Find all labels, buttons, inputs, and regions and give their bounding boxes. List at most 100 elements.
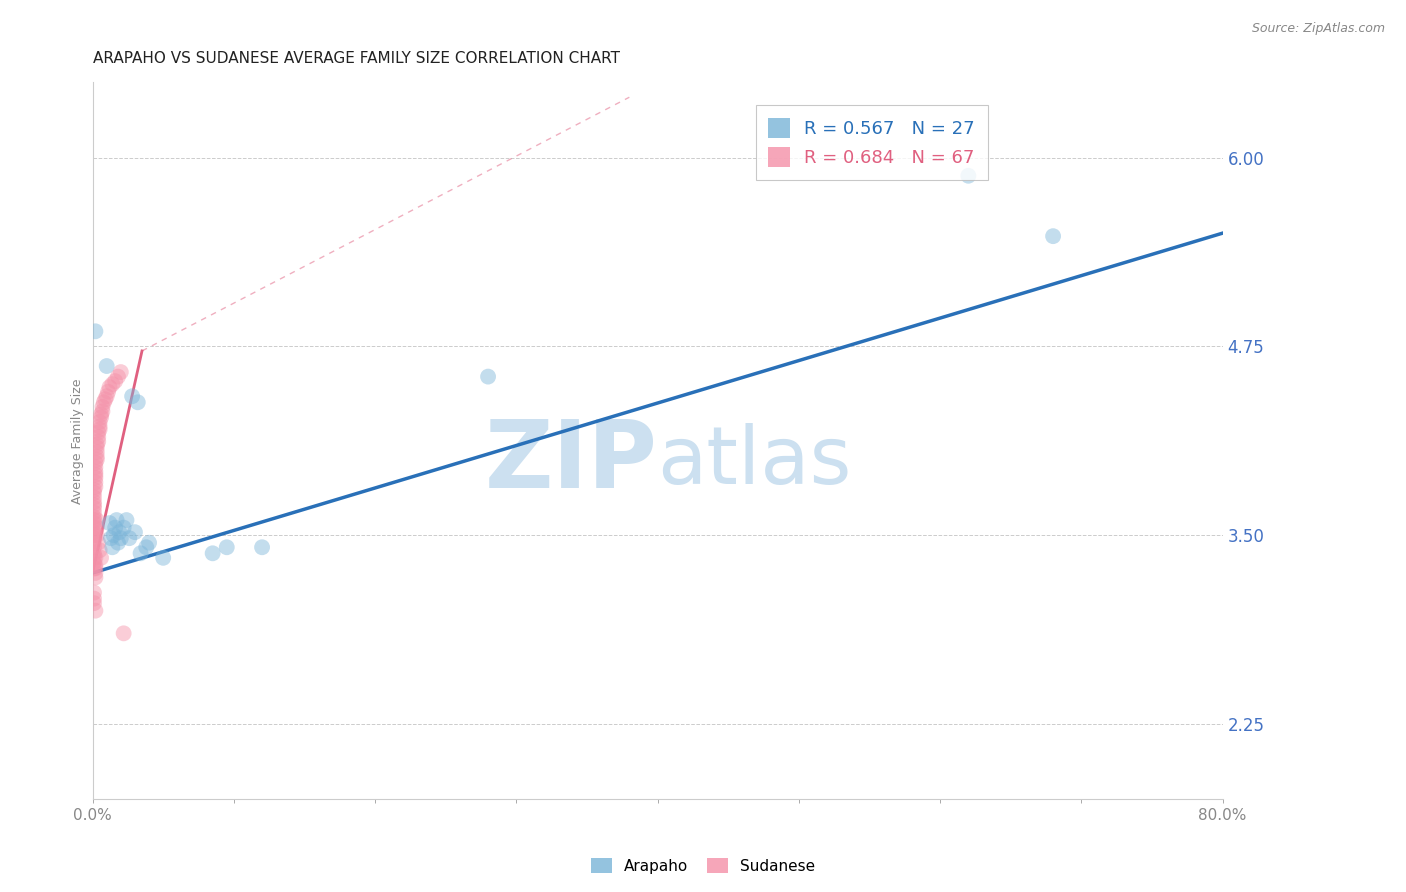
Point bbox=[124, 525, 146, 540]
Point bbox=[127, 395, 149, 409]
Point bbox=[84, 460, 107, 475]
Point bbox=[152, 550, 174, 565]
Point bbox=[83, 525, 105, 540]
Point bbox=[86, 445, 108, 459]
Point bbox=[110, 365, 132, 379]
Point bbox=[83, 541, 105, 555]
Point bbox=[112, 626, 135, 640]
Point bbox=[94, 392, 117, 407]
Point bbox=[83, 516, 105, 530]
Point bbox=[83, 521, 105, 535]
Point bbox=[83, 506, 105, 520]
Point bbox=[90, 410, 112, 425]
Point bbox=[83, 555, 105, 569]
Text: ZIP: ZIP bbox=[485, 417, 658, 508]
Point bbox=[89, 422, 111, 436]
Point bbox=[83, 483, 105, 497]
Point bbox=[83, 510, 105, 524]
Point bbox=[83, 513, 105, 527]
Point bbox=[101, 377, 124, 392]
Point bbox=[98, 380, 121, 394]
Point bbox=[83, 531, 105, 545]
Point bbox=[104, 521, 127, 535]
Point bbox=[84, 561, 107, 575]
Point bbox=[83, 546, 105, 560]
Point bbox=[84, 475, 107, 490]
Point bbox=[87, 434, 110, 449]
Text: atlas: atlas bbox=[658, 424, 852, 501]
Text: Source: ZipAtlas.com: Source: ZipAtlas.com bbox=[1251, 22, 1385, 36]
Point bbox=[112, 521, 135, 535]
Point bbox=[83, 486, 105, 500]
Point bbox=[135, 541, 157, 555]
Point bbox=[107, 535, 129, 549]
Point bbox=[83, 550, 105, 565]
Point bbox=[84, 465, 107, 479]
Point bbox=[105, 513, 128, 527]
Point bbox=[84, 480, 107, 494]
Point bbox=[103, 528, 125, 542]
Point bbox=[89, 419, 111, 434]
Point bbox=[108, 525, 131, 540]
Point bbox=[87, 430, 110, 444]
Point bbox=[86, 450, 108, 464]
Point bbox=[93, 395, 115, 409]
Point bbox=[129, 546, 152, 560]
Point bbox=[86, 521, 108, 535]
Point bbox=[96, 389, 118, 403]
Point bbox=[89, 415, 111, 429]
Point bbox=[86, 437, 108, 451]
Point bbox=[83, 491, 105, 505]
Point bbox=[96, 359, 118, 373]
Point bbox=[83, 528, 105, 542]
Point bbox=[84, 550, 107, 565]
Text: ARAPAHO VS SUDANESE AVERAGE FAMILY SIZE CORRELATION CHART: ARAPAHO VS SUDANESE AVERAGE FAMILY SIZE … bbox=[93, 51, 620, 66]
Point bbox=[89, 543, 111, 558]
Point bbox=[138, 535, 160, 549]
Point bbox=[477, 369, 499, 384]
Point bbox=[84, 570, 107, 584]
Point bbox=[83, 585, 105, 599]
Point bbox=[100, 531, 122, 545]
Point bbox=[957, 169, 980, 183]
Point bbox=[107, 369, 129, 384]
Point bbox=[97, 384, 120, 399]
Point bbox=[98, 516, 121, 530]
Point bbox=[86, 441, 108, 455]
Point bbox=[121, 389, 143, 403]
Point bbox=[84, 456, 107, 470]
Point bbox=[84, 566, 107, 580]
Point bbox=[84, 324, 107, 338]
Point bbox=[83, 596, 105, 610]
Legend: R = 0.567   N = 27, R = 0.684   N = 67: R = 0.567 N = 27, R = 0.684 N = 67 bbox=[755, 105, 987, 179]
Point bbox=[91, 400, 114, 414]
Point bbox=[250, 541, 273, 555]
Point bbox=[101, 541, 124, 555]
Point bbox=[87, 425, 110, 440]
Point bbox=[104, 374, 127, 388]
Point bbox=[1042, 229, 1064, 244]
Point bbox=[201, 546, 224, 560]
Point bbox=[215, 541, 238, 555]
Legend: Arapaho, Sudanese: Arapaho, Sudanese bbox=[585, 852, 821, 880]
Point bbox=[86, 528, 108, 542]
Point bbox=[115, 513, 138, 527]
Point bbox=[83, 591, 105, 606]
Point bbox=[91, 404, 114, 418]
Point bbox=[83, 535, 105, 549]
Point bbox=[90, 408, 112, 422]
Point bbox=[83, 498, 105, 512]
Point bbox=[86, 513, 108, 527]
Point bbox=[110, 531, 132, 545]
Point bbox=[87, 535, 110, 549]
Point bbox=[83, 495, 105, 509]
Point bbox=[84, 604, 107, 618]
Point bbox=[83, 500, 105, 515]
Y-axis label: Average Family Size: Average Family Size bbox=[72, 378, 84, 504]
Point bbox=[83, 561, 105, 575]
Point bbox=[84, 471, 107, 485]
Point bbox=[84, 558, 107, 573]
Point bbox=[84, 467, 107, 482]
Point bbox=[90, 550, 112, 565]
Point bbox=[118, 531, 141, 545]
